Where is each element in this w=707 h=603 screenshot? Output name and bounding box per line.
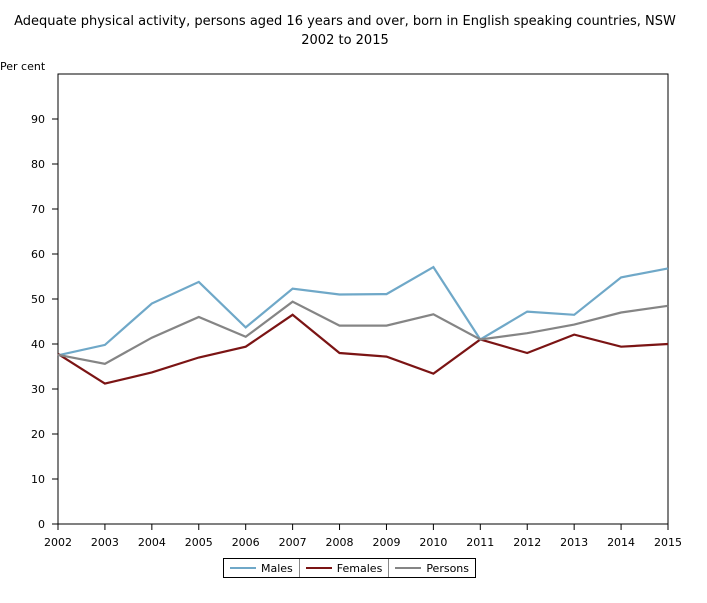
legend-label-females: Females bbox=[336, 561, 383, 575]
x-tick-label: 2002 bbox=[44, 536, 72, 549]
y-tick-label: 60 bbox=[31, 248, 45, 261]
chart-title-line-1: Adequate physical activity, persons aged… bbox=[14, 14, 676, 29]
legend-swatch-males bbox=[230, 567, 256, 569]
x-tick-label: 2011 bbox=[466, 536, 494, 549]
series-line-females bbox=[57, 313, 669, 385]
x-tick-label: 2012 bbox=[513, 536, 541, 549]
x-tick-label: 2015 bbox=[654, 536, 682, 549]
legend-swatch-females bbox=[305, 567, 332, 569]
chart-title-line-2: 2002 to 2015 bbox=[301, 33, 389, 48]
y-tick-label: 0 bbox=[38, 518, 45, 531]
x-tick-label: 2013 bbox=[560, 536, 588, 549]
x-tick-label: 2005 bbox=[185, 536, 213, 549]
y-tick-label: 20 bbox=[31, 428, 45, 441]
x-tick-label: 2008 bbox=[326, 536, 354, 549]
y-tick-label: 50 bbox=[31, 293, 45, 306]
x-tick-label: 2009 bbox=[372, 536, 400, 549]
x-tick-label: 2014 bbox=[607, 536, 635, 549]
y-tick-label: 70 bbox=[31, 203, 45, 216]
y-tick-label: 40 bbox=[31, 338, 45, 351]
legend-item-persons: Persons bbox=[389, 559, 475, 577]
legend-label-persons: Persons bbox=[426, 561, 470, 575]
x-tick-label: 2004 bbox=[138, 536, 166, 549]
series-line-persons bbox=[57, 300, 669, 365]
x-tick-label: 2007 bbox=[279, 536, 307, 549]
legend-label-males: Males bbox=[261, 561, 293, 575]
legend-swatch-persons bbox=[395, 567, 422, 569]
axes: 0 10 20 30 40 50 60 70 80 90 2002 2003 2004 2005 2006 2… bbox=[31, 73, 682, 549]
series-line-males bbox=[57, 265, 669, 357]
legend-item-females: Females bbox=[300, 559, 390, 577]
y-tick-label: 80 bbox=[31, 158, 45, 171]
x-tick-label: 2010 bbox=[419, 536, 447, 549]
series-lines bbox=[57, 265, 669, 385]
plot-frame bbox=[57, 73, 669, 525]
x-tick-label: 2006 bbox=[232, 536, 260, 549]
y-tick-label: 90 bbox=[31, 113, 45, 126]
y-tick-label: 30 bbox=[31, 383, 45, 396]
y-axis-label: Per cent bbox=[0, 60, 46, 73]
legend: Males Females Persons bbox=[223, 558, 477, 578]
legend-item-males: Males bbox=[224, 559, 300, 577]
y-tick-label: 10 bbox=[31, 473, 45, 486]
x-tick-label: 2003 bbox=[91, 536, 119, 549]
chart-title: Adequate physical activity, persons aged… bbox=[0, 12, 690, 50]
